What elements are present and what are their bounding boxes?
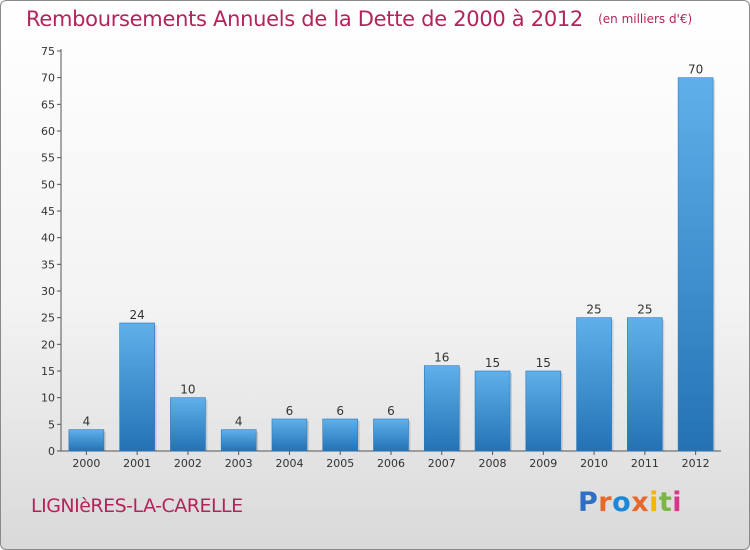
logo-letter: P <box>578 487 599 518</box>
data-label: 4 <box>83 415 91 429</box>
logo-letter: i <box>649 487 659 518</box>
commune-name: LIGNIèRES-LA-CARELLE <box>31 495 243 517</box>
x-tick-label: 2007 <box>428 457 456 470</box>
y-tick-label: 55 <box>41 152 55 165</box>
bar <box>271 418 308 452</box>
bar <box>373 418 409 452</box>
bar <box>322 418 359 452</box>
data-label: 6 <box>336 404 344 418</box>
chart-title: Remboursements Annuels de la Dette de 20… <box>26 7 583 31</box>
data-label: 6 <box>286 404 294 418</box>
x-tick-label: 2005 <box>326 457 354 470</box>
y-tick-label: 35 <box>41 258 55 271</box>
title-row: Remboursements Annuels de la Dette de 20… <box>26 7 692 31</box>
x-tick-label: 2000 <box>72 457 100 470</box>
bar <box>627 317 663 452</box>
data-label: 4 <box>235 415 243 429</box>
x-tick-label: 2012 <box>682 457 710 470</box>
bar <box>220 429 257 452</box>
x-tick-label: 2004 <box>275 457 303 470</box>
bar <box>423 365 460 452</box>
bar <box>474 370 511 452</box>
x-tick-label: 2003 <box>225 457 253 470</box>
proxiti-logo: Proxiti <box>578 487 682 518</box>
bar <box>677 77 714 452</box>
x-tick-label: 2002 <box>174 457 202 470</box>
logo-letter: i <box>672 487 683 518</box>
data-label: 70 <box>688 63 703 77</box>
logo-letter: r <box>598 487 613 518</box>
x-tick-label: 2010 <box>580 457 608 470</box>
chart-subtitle: (en milliers d'€) <box>598 12 693 26</box>
bar <box>170 397 206 452</box>
data-label: 10 <box>180 383 195 397</box>
y-tick-label: 70 <box>41 72 55 85</box>
bar <box>576 317 612 452</box>
bar <box>119 322 155 452</box>
y-tick-label: 10 <box>41 392 55 405</box>
data-label: 15 <box>536 356 551 370</box>
data-label: 6 <box>387 404 395 418</box>
x-tick-label: 2006 <box>377 457 405 470</box>
x-tick-label: 2008 <box>479 457 507 470</box>
data-label: 25 <box>637 303 652 317</box>
y-tick-label: 20 <box>41 338 55 351</box>
y-tick-label: 0 <box>48 445 55 458</box>
data-label: 16 <box>434 351 449 365</box>
x-tick-label: 2011 <box>631 457 659 470</box>
y-tick-label: 65 <box>41 98 55 111</box>
data-label: 24 <box>130 308 145 322</box>
y-tick-label: 45 <box>41 205 55 218</box>
y-tick-label: 15 <box>41 365 55 378</box>
data-label: 15 <box>485 356 500 370</box>
logo-letter: t <box>658 487 673 518</box>
y-tick-label: 25 <box>41 312 55 325</box>
y-tick-label: 50 <box>41 178 55 191</box>
x-tick-label: 2009 <box>529 457 557 470</box>
y-tick-label: 40 <box>41 232 55 245</box>
bar <box>525 370 562 452</box>
y-tick-label: 30 <box>41 285 55 298</box>
y-tick-label: 5 <box>48 418 55 431</box>
data-label: 25 <box>586 303 601 317</box>
bar <box>68 429 105 452</box>
logo-letter: x <box>631 487 650 518</box>
y-tick-label: 60 <box>41 125 55 138</box>
x-tick-label: 2001 <box>123 457 151 470</box>
y-tick-label: 75 <box>41 45 55 58</box>
logo-letter: o <box>612 487 632 518</box>
